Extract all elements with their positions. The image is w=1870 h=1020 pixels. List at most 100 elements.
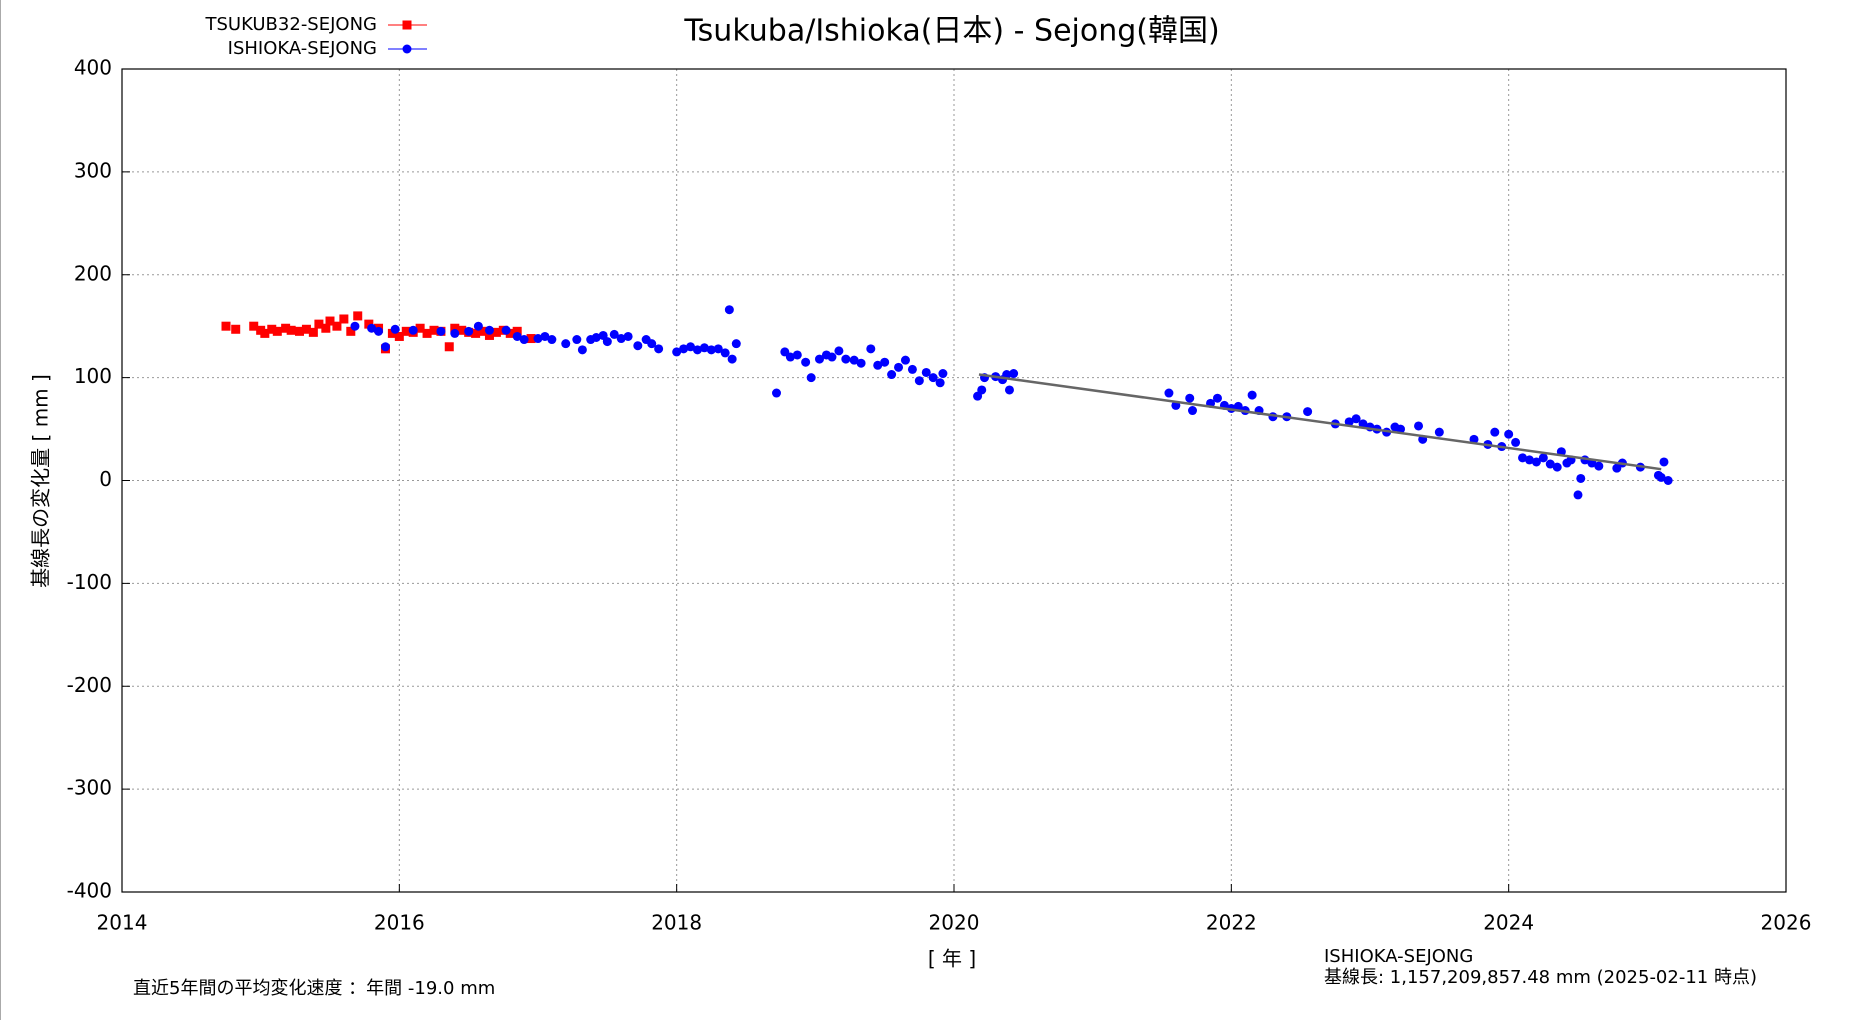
- x-tick-label: 2016: [374, 911, 425, 935]
- data-point: [1396, 424, 1406, 434]
- data-point: [841, 354, 851, 364]
- y-tick-label: 0: [99, 467, 112, 491]
- data-point: [422, 328, 432, 338]
- x-axis-label: [ 年 ]: [928, 947, 976, 971]
- data-point: [267, 324, 277, 334]
- y-tick-label: -100: [67, 570, 112, 594]
- data-point: [286, 325, 296, 335]
- data-point: [686, 342, 696, 352]
- data-point: [1552, 462, 1562, 472]
- data-point: [401, 326, 411, 336]
- data-point: [806, 373, 816, 383]
- annotation: 基線長: 1,157,209,857.48 mm (2025-02-11 時点): [1324, 967, 1757, 988]
- data-point: [1164, 388, 1174, 398]
- data-point: [415, 323, 425, 333]
- data-point: [1573, 490, 1583, 500]
- data-point: [484, 330, 494, 340]
- data-point: [602, 337, 612, 347]
- data-point: [457, 325, 467, 335]
- data-point: [672, 347, 682, 357]
- y-tick-label: 400: [74, 56, 112, 80]
- data-point: [938, 369, 948, 379]
- x-tick-label: 2018: [651, 911, 702, 935]
- x-tick-label: 2024: [1483, 911, 1534, 935]
- chart-title: Tsukuba/Ishioka(日本) - Sejong(韓国): [683, 14, 1219, 49]
- data-point: [471, 328, 481, 338]
- data-point: [706, 345, 716, 355]
- data-point: [880, 357, 890, 367]
- data-point: [512, 326, 522, 336]
- data-point: [727, 354, 737, 364]
- data-point: [679, 344, 689, 354]
- data-point: [977, 385, 987, 395]
- x-tick-label: 2020: [929, 911, 980, 935]
- legend-label: TSUKUB32-SEJONG: [204, 14, 377, 35]
- data-point: [339, 314, 349, 324]
- y-tick-label: -300: [67, 776, 112, 800]
- data-point: [353, 311, 363, 321]
- plot-frame: [121, 68, 1787, 893]
- data-point: [301, 324, 311, 334]
- x-tick-label: 2022: [1206, 911, 1257, 935]
- data-point: [1002, 370, 1012, 380]
- data-point: [533, 334, 543, 344]
- data-point: [450, 328, 460, 338]
- data-point: [928, 373, 938, 383]
- data-point: [873, 360, 883, 370]
- data-point: [772, 388, 782, 398]
- x-tick-label: 2014: [97, 911, 148, 935]
- data-point: [866, 344, 876, 354]
- data-point: [350, 321, 360, 331]
- data-point: [540, 331, 550, 341]
- data-point: [512, 331, 522, 341]
- data-point: [654, 344, 664, 354]
- data-point: [473, 321, 483, 331]
- legend-marker: [402, 44, 412, 54]
- data-point: [321, 323, 331, 333]
- data-point: [444, 342, 454, 352]
- data-point: [692, 345, 702, 355]
- data-point: [1504, 429, 1514, 439]
- data-point: [547, 335, 557, 345]
- data-point: [900, 355, 910, 365]
- y-tick-label: -200: [67, 673, 112, 697]
- data-point: [647, 339, 657, 349]
- data-point: [526, 334, 536, 344]
- data-point: [1531, 457, 1541, 467]
- data-point: [281, 323, 291, 333]
- data-point: [1518, 453, 1528, 463]
- x-tick-label: 2026: [1761, 911, 1812, 935]
- data-point: [1469, 434, 1479, 444]
- data-point: [1576, 473, 1586, 483]
- data-point: [633, 341, 643, 351]
- legend-label: ISHIOKA-SEJONG: [228, 38, 377, 59]
- data-point: [561, 339, 571, 349]
- data-point: [1524, 455, 1534, 465]
- data-point: [364, 319, 374, 329]
- data-point: [294, 326, 304, 336]
- data-point: [894, 362, 904, 372]
- y-axis-label: 基線長の変化量 [ mm ]: [29, 374, 53, 588]
- data-point: [1188, 406, 1198, 416]
- y-tick-label: 200: [74, 261, 112, 285]
- data-point: [572, 335, 582, 345]
- data-point: [1351, 414, 1361, 424]
- data-point: [1659, 457, 1669, 467]
- legend-marker: [402, 20, 412, 30]
- data-point: [272, 326, 282, 336]
- data-point: [484, 325, 494, 335]
- data-point: [394, 331, 404, 341]
- data-point: [450, 323, 460, 333]
- data-point: [1009, 369, 1019, 379]
- data-point: [792, 350, 802, 360]
- data-point: [314, 319, 324, 329]
- data-point: [387, 328, 397, 338]
- data-point: [1344, 417, 1354, 427]
- data-point: [1490, 427, 1500, 437]
- data-point: [720, 348, 730, 358]
- y-tick-label: -400: [67, 879, 112, 903]
- data-point: [332, 321, 342, 331]
- data-point: [699, 343, 709, 353]
- data-point: [429, 325, 439, 335]
- data-point: [577, 345, 587, 355]
